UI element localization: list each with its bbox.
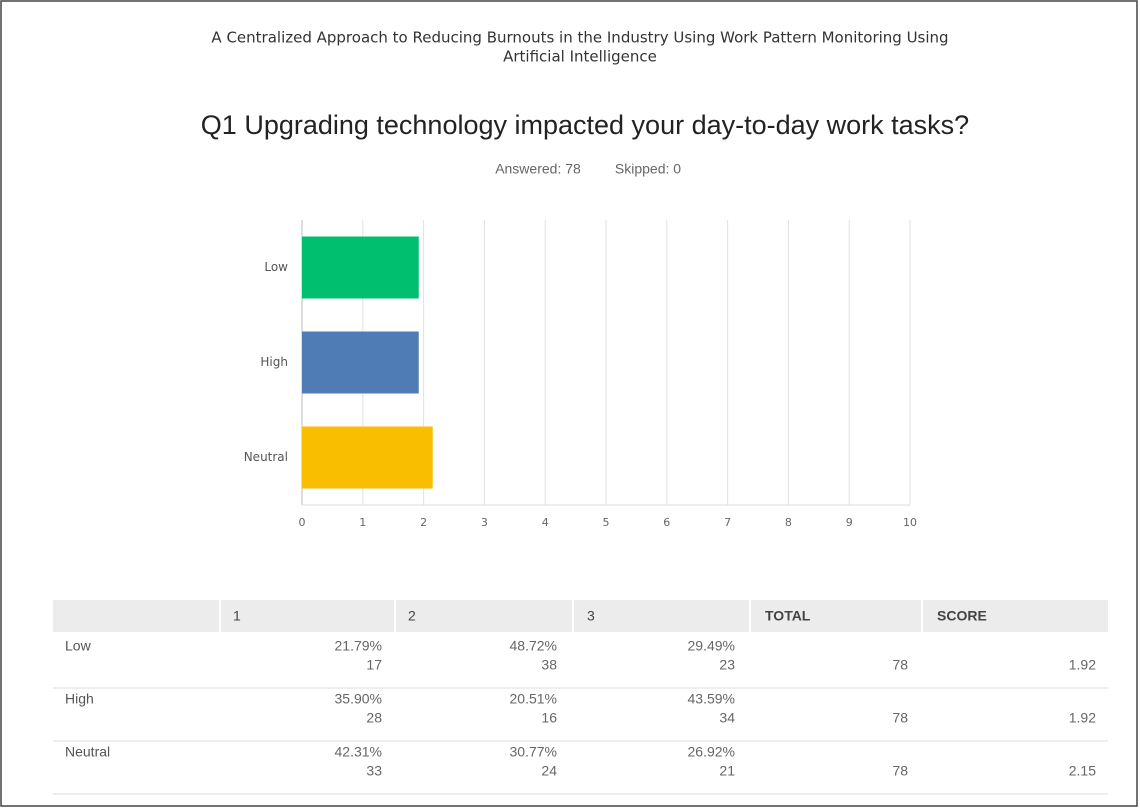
cell-count: 17 [366, 657, 382, 673]
cell-count: 16 [541, 710, 557, 726]
y-tick-label: Low [264, 260, 288, 274]
row-label: Low [65, 638, 92, 654]
x-tick-label: 7 [724, 516, 731, 529]
table-header [53, 600, 1108, 632]
x-tick-label: 3 [481, 516, 488, 529]
survey-title: Artificial Intelligence [503, 48, 657, 66]
x-tick-label: 8 [785, 516, 792, 529]
cell-score: 1.92 [1069, 710, 1096, 726]
cell-percent: 26.92% [688, 744, 735, 760]
cell-percent: 42.31% [335, 744, 382, 760]
column-header: 1 [233, 608, 241, 624]
cell-total: 78 [892, 657, 908, 673]
cell-count: 33 [366, 763, 382, 779]
cell-count: 23 [719, 657, 735, 673]
column-header: 2 [408, 608, 416, 624]
y-tick-label: High [260, 355, 288, 369]
cell-total: 78 [892, 710, 908, 726]
x-tick-label: 1 [359, 516, 366, 529]
cell-percent: 43.59% [688, 691, 735, 707]
row-label: High [65, 691, 94, 707]
cell-count: 38 [541, 657, 557, 673]
cell-count: 28 [366, 710, 382, 726]
cell-percent: 20.51% [510, 691, 557, 707]
cell-percent: 35.90% [335, 691, 382, 707]
x-tick-label: 2 [420, 516, 427, 529]
cell-score: 1.92 [1069, 657, 1096, 673]
survey-title: A Centralized Approach to Reducing Burno… [211, 29, 948, 47]
bar [302, 331, 419, 394]
cell-percent: 29.49% [688, 638, 735, 654]
column-header: TOTAL [765, 608, 811, 624]
cell-count: 21 [719, 763, 735, 779]
cell-count: 34 [719, 710, 735, 726]
x-tick-label: 5 [603, 516, 610, 529]
bar [302, 236, 419, 299]
cell-count: 24 [541, 763, 557, 779]
row-label: Neutral [65, 744, 110, 760]
x-tick-label: 10 [903, 516, 917, 529]
answered: Answered: 78 [495, 161, 581, 177]
x-tick-label: 9 [846, 516, 853, 529]
x-tick-label: 6 [663, 516, 670, 529]
x-tick-label: 4 [542, 516, 549, 529]
cell-percent: 30.77% [510, 744, 557, 760]
column-header: 3 [587, 608, 595, 624]
cell-score: 2.15 [1069, 763, 1096, 779]
bar [302, 426, 433, 489]
question-title: Q1 Upgrading technology impacted your da… [201, 110, 969, 140]
cell-percent: 48.72% [510, 638, 557, 654]
x-tick-label: 0 [299, 516, 306, 529]
skipped: Skipped: 0 [615, 161, 681, 177]
y-tick-label: Neutral [244, 450, 288, 464]
cell-total: 78 [892, 763, 908, 779]
column-header: SCORE [937, 608, 987, 624]
cell-percent: 21.79% [335, 638, 382, 654]
